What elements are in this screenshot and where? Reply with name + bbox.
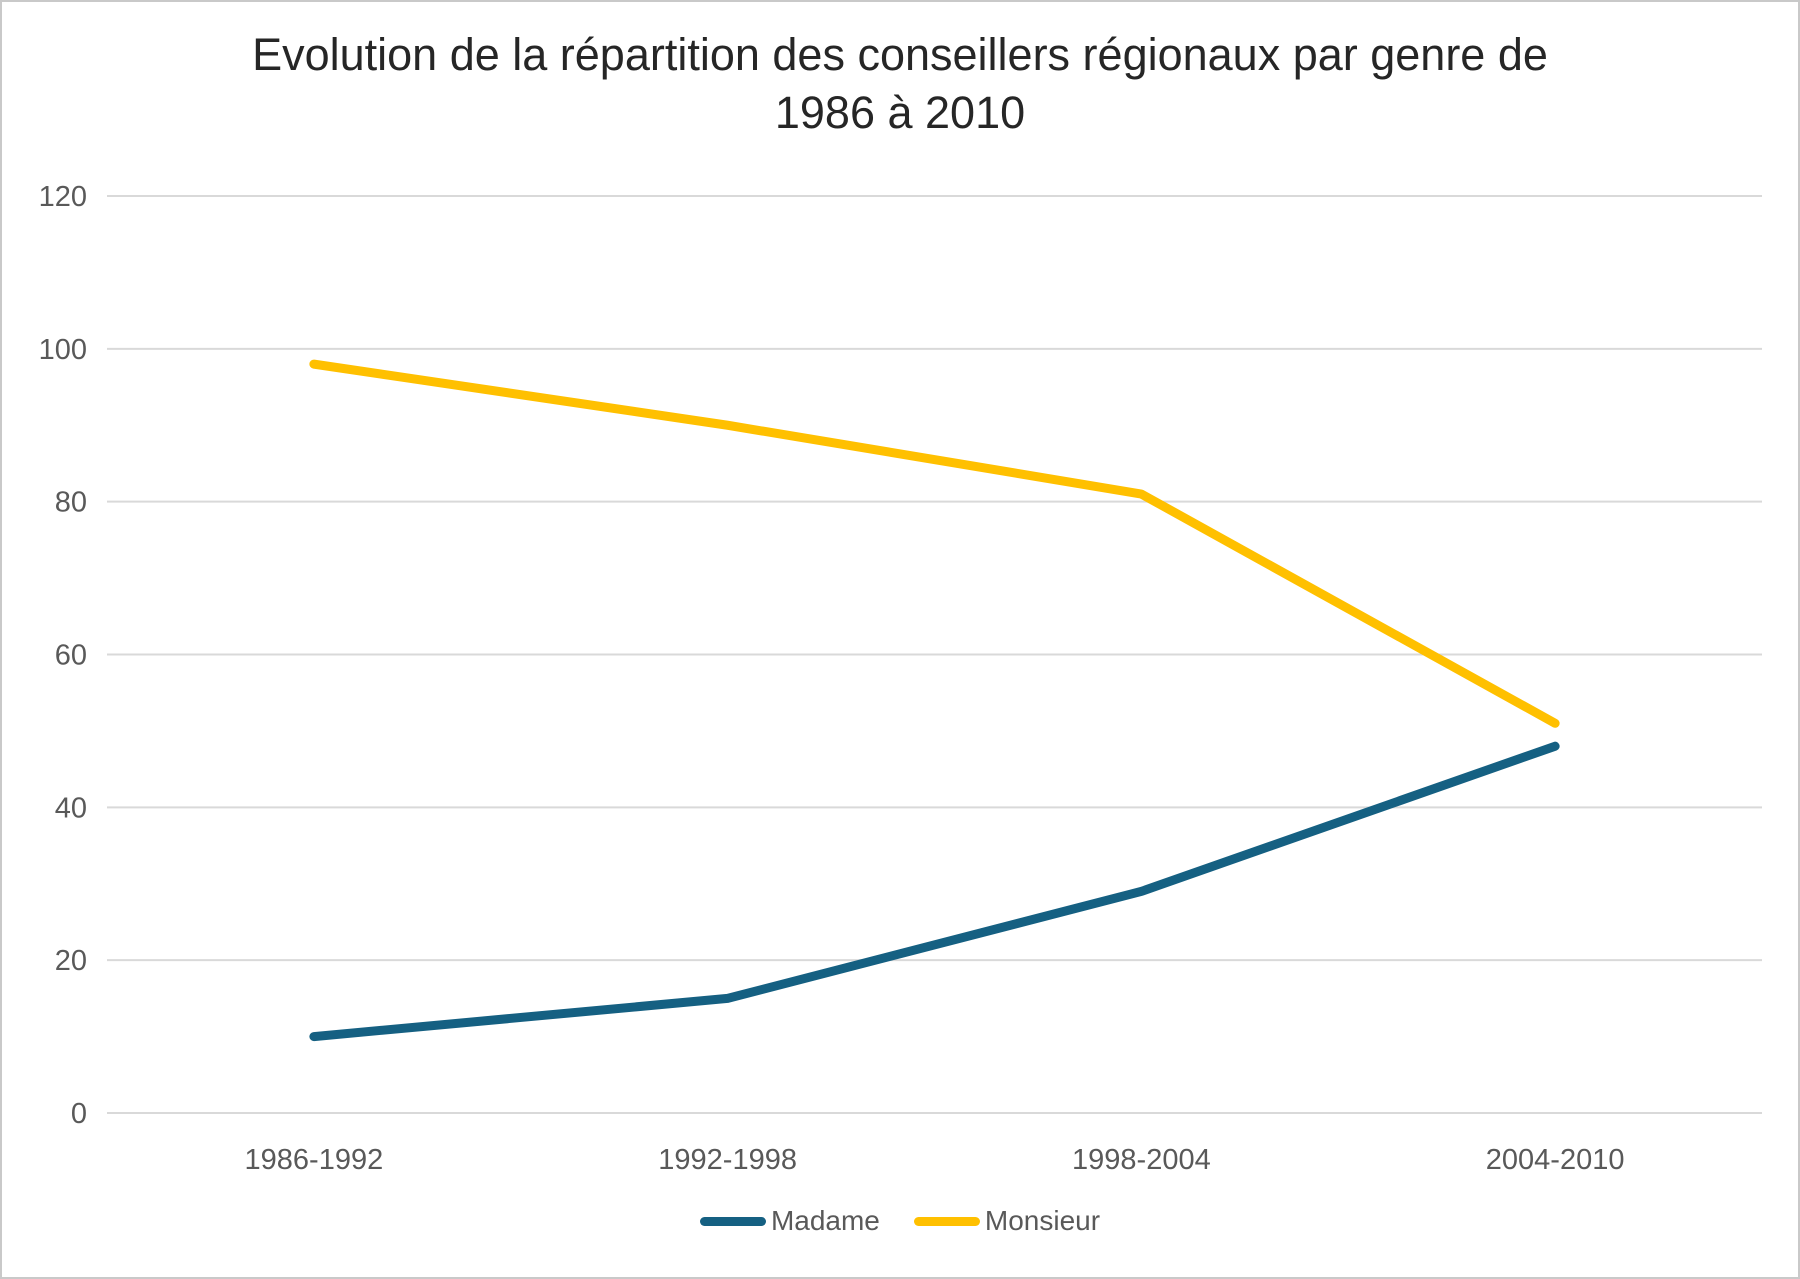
monsieur-line-swatch-icon [913,1216,980,1226]
x-axis-category-label: 1998-2004 [1072,1144,1211,1176]
x-axis-category-label: 2004-2010 [1486,1144,1625,1176]
y-axis-tick-label: 120 [39,181,87,213]
madame-line-swatch-icon [699,1216,766,1226]
legend-item-monsieur[interactable]: Monsieur [913,1205,1101,1237]
y-axis-tick-label: 0 [71,1098,87,1130]
y-axis-tick-label: 100 [39,334,87,366]
y-axis-tick-label: 20 [55,945,87,977]
chart-title-line-1: Evolution de la répartition des conseill… [252,29,1548,80]
x-axis-category-label: 1992-1998 [658,1144,797,1176]
legend-label-monsieur: Monsieur [984,1205,1101,1236]
legend-label-madame: Madame [770,1205,880,1236]
chart-legend: Madame Monsieur [2,1205,1798,1237]
x-axis-category-label: 1986-1992 [245,1144,384,1176]
series-line-madame [309,741,1560,1042]
y-axis-tick-label: 80 [55,487,87,519]
chart-title-line-2: 1986 à 2010 [774,87,1026,138]
chart-title: Evolution de la répartition des conseill… [2,26,1798,142]
series-line-monsieur [309,359,1560,728]
y-axis-tick-label: 40 [55,792,87,824]
y-axis-tick-label: 60 [55,640,87,672]
legend-item-madame[interactable]: Madame [699,1205,880,1237]
